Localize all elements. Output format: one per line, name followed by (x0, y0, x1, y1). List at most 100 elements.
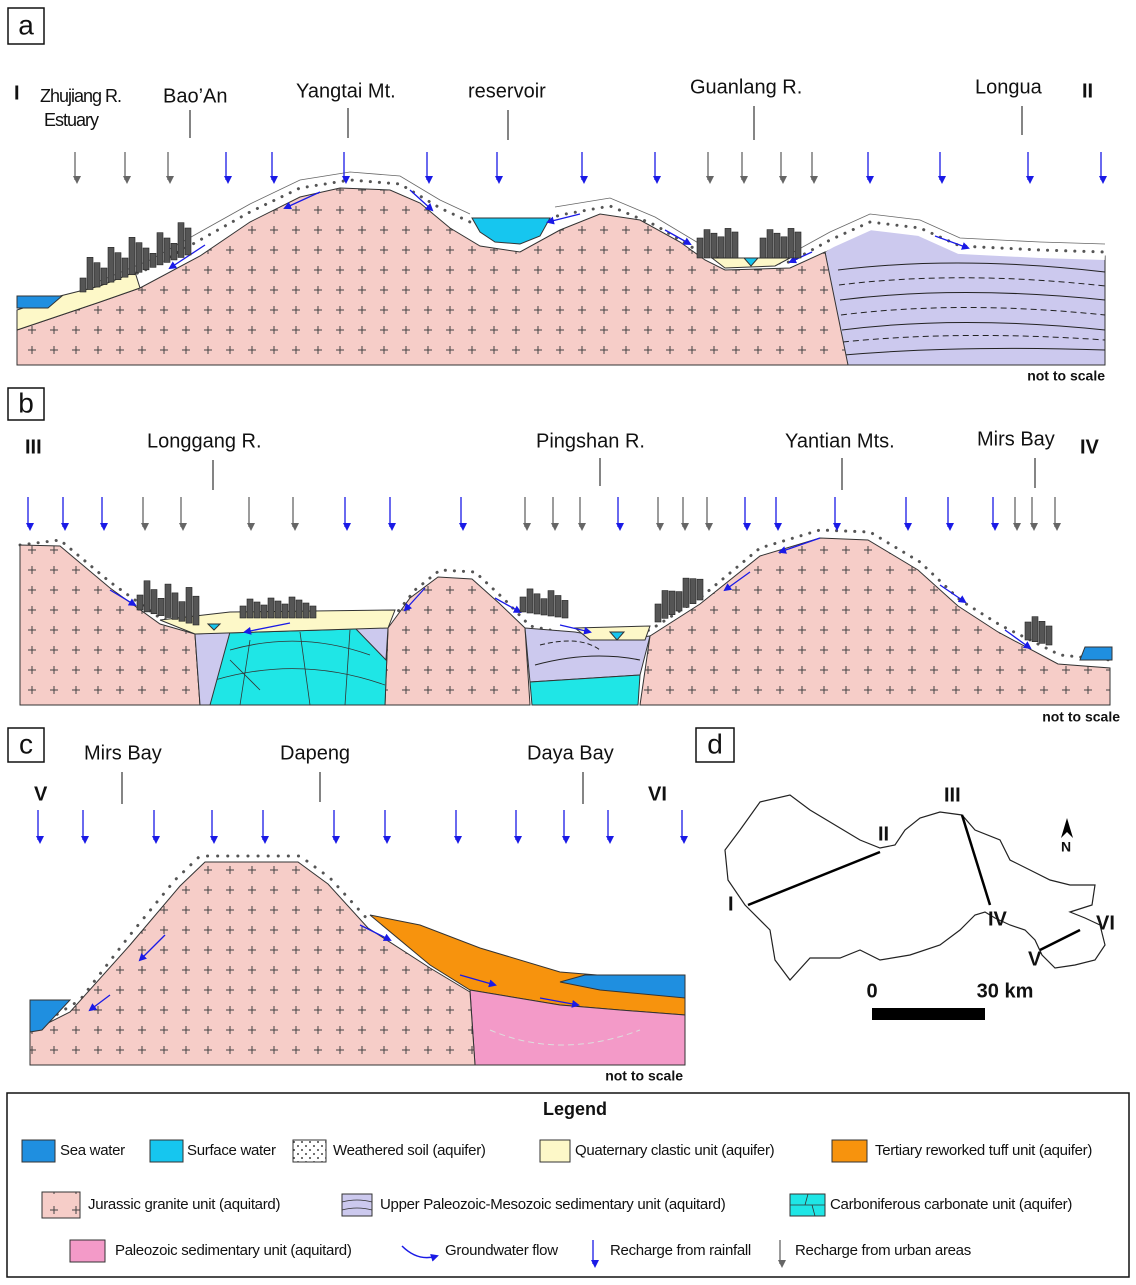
building (788, 228, 794, 258)
place-label: Guanlang R. (690, 76, 802, 98)
legend-item: Carboniferous carbonate unit (aquifer) (830, 1196, 1072, 1213)
building (136, 243, 142, 273)
panel-label: a (18, 9, 34, 40)
map-point: II (878, 823, 889, 845)
scale-label: 30 km (977, 980, 1034, 1002)
legend-item: Groundwater flow (445, 1242, 558, 1259)
building (150, 253, 156, 267)
building (683, 578, 689, 607)
building (767, 230, 773, 258)
building (143, 248, 149, 270)
panel-label: c (19, 728, 33, 759)
legend-item: Jurassic granite unit (aquitard) (88, 1196, 280, 1213)
building (254, 602, 260, 618)
section-end: III (25, 436, 42, 458)
building (172, 593, 178, 620)
building (94, 263, 100, 287)
legend-item: Paleozoic sedimentary unit (aquitard) (115, 1242, 352, 1259)
place-label: Yangtai Mt. (296, 80, 396, 102)
place-label: Longgang R. (147, 430, 262, 452)
scale-label: 0 (866, 980, 877, 1002)
building (108, 247, 114, 282)
building (179, 602, 185, 622)
map-point: VI (1096, 912, 1115, 934)
building (185, 228, 191, 255)
building (1032, 617, 1038, 642)
building (548, 591, 554, 616)
note: not to scale (1042, 709, 1120, 725)
legend-item: Weathered soil (aquifer) (333, 1142, 486, 1159)
section-end: IV (1080, 436, 1100, 458)
note: not to scale (605, 1068, 683, 1084)
building (303, 603, 309, 618)
building (193, 596, 199, 625)
place-label: Estuary (44, 110, 99, 130)
place-label: reservoir (468, 80, 546, 102)
section-end: V (34, 783, 48, 805)
building (122, 258, 128, 277)
building (137, 595, 143, 610)
building (662, 591, 668, 619)
legend-item: Sea water (60, 1142, 125, 1159)
figure: a I II Zhujiang R. Estuary Bao’An Yangta… (0, 0, 1136, 1280)
building (697, 579, 703, 600)
building (157, 233, 163, 265)
building (151, 590, 157, 614)
place-ticks (122, 772, 583, 804)
place-label: Bao’An (163, 85, 228, 107)
legend-item: Upper Paleozoic-Mesozoic sedimentary uni… (380, 1196, 726, 1213)
place-label: Pingshan R. (536, 430, 645, 452)
note: not to scale (1027, 368, 1105, 384)
building (725, 228, 731, 258)
legend-item: Tertiary reworked tuff unit (aquifer) (875, 1142, 1092, 1159)
building (310, 606, 316, 618)
building (676, 592, 682, 611)
building (1025, 622, 1031, 640)
building (704, 230, 710, 258)
legend-title: Legend (543, 1099, 607, 1119)
panel-label: d (707, 728, 723, 759)
section-end: VI (648, 783, 667, 805)
building (760, 238, 766, 258)
building (718, 237, 724, 258)
panel-label: b (18, 387, 34, 418)
legend-item: Surface water (187, 1142, 276, 1159)
north-label: N (1061, 839, 1071, 855)
building (289, 597, 295, 618)
building (527, 589, 533, 613)
building (240, 606, 246, 618)
building (534, 594, 540, 614)
building (87, 257, 93, 289)
building (562, 600, 568, 618)
map-point: III (944, 784, 961, 806)
building (1046, 626, 1052, 645)
place-ticks (190, 106, 1022, 140)
building (186, 587, 192, 623)
building (247, 599, 253, 618)
legend-item: Recharge from rainfall (610, 1242, 751, 1259)
building (697, 238, 703, 258)
place-label: Mirs Bay (977, 428, 1055, 450)
legend-item: Recharge from urban areas (795, 1242, 971, 1259)
building (275, 601, 281, 618)
building (178, 223, 184, 258)
place-label: Daya Bay (527, 742, 614, 764)
section-end: I (14, 82, 20, 104)
building (261, 605, 267, 618)
section-end: II (1082, 80, 1093, 102)
building (296, 600, 302, 618)
place-label: Dapeng (280, 742, 350, 764)
place-label: Mirs Bay (84, 742, 162, 764)
building (732, 232, 738, 258)
building (144, 581, 150, 612)
map-point: V (1028, 948, 1042, 970)
section-c (30, 856, 685, 1065)
building (101, 268, 107, 285)
building (781, 237, 787, 258)
building (129, 237, 135, 274)
building (711, 233, 717, 258)
building (774, 233, 780, 258)
building (690, 579, 696, 604)
building (795, 232, 801, 258)
building (165, 584, 171, 617)
